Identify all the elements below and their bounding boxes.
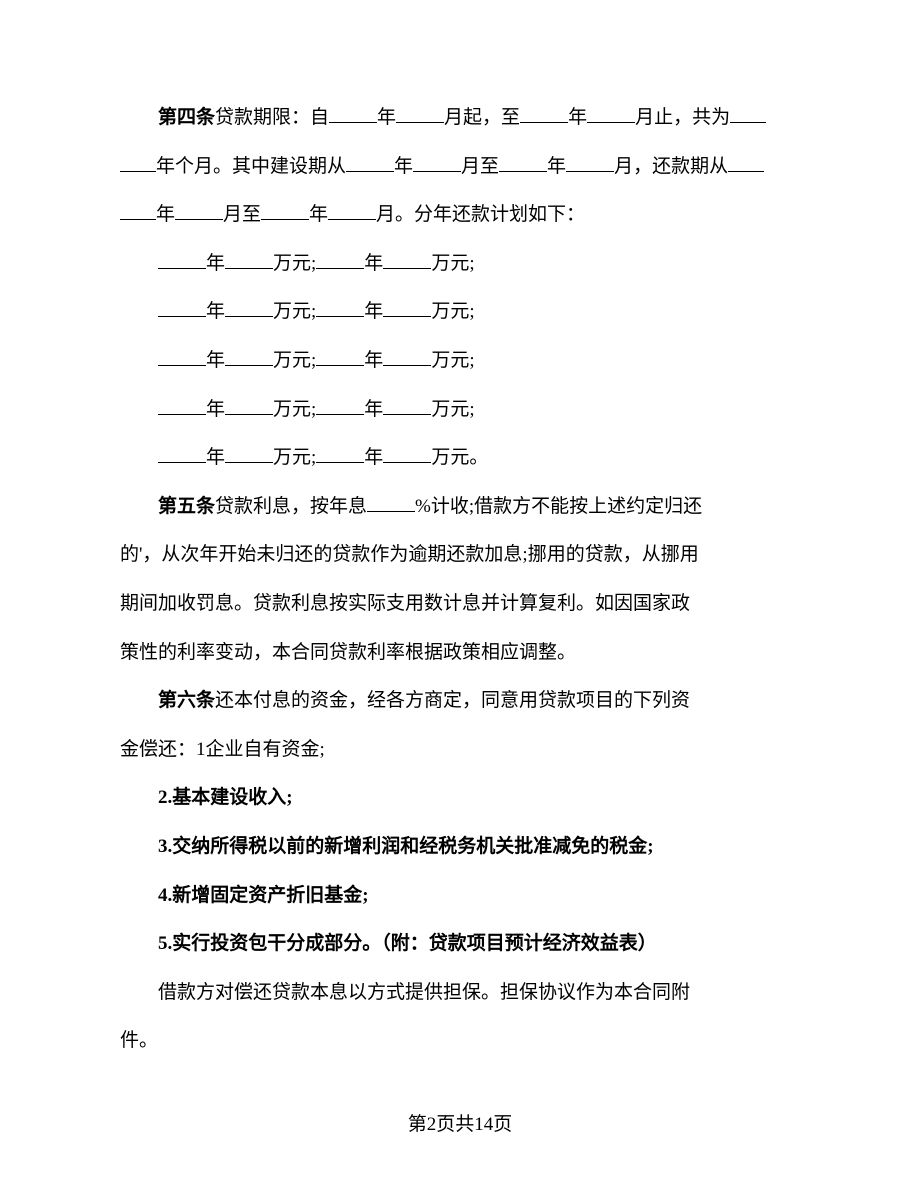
r-year: 年 — [206, 350, 225, 371]
r-year: 年 — [206, 253, 225, 274]
blank-field — [158, 365, 206, 366]
a5-l1-p1: 贷款利息，按年息 — [215, 496, 367, 517]
a4-l3-month-to: 月至 — [223, 204, 261, 225]
blank-field — [316, 268, 364, 269]
blank-field — [158, 414, 206, 415]
r-wan: 万元; — [273, 301, 316, 322]
blank-field — [225, 365, 273, 366]
a4-l2-year: 年 — [394, 156, 413, 177]
article-4-line-1: 第四条贷款期限：自 年 月起，至 年 月止，共为 — [120, 95, 800, 141]
article-6-heading: 第六条 — [158, 690, 215, 711]
blank-field — [120, 171, 156, 172]
blank-field — [225, 462, 273, 463]
a4-l3-month-plan: 月。分年还款计划如下： — [376, 204, 585, 225]
a6-l1-p1: 还本付息的资金，经各方商定，同意用贷款项目的下列资 — [215, 690, 690, 711]
article-5-line-4: 策性的利率变动，本合同贷款利率根据政策相应调整。 — [120, 630, 800, 676]
repay-line-2: 年 万元; 年 万元; — [120, 289, 800, 335]
a4-month-to: 月止，共为 — [635, 107, 730, 128]
page-content: 第四条贷款期限：自年月起，至年月止，共为 年个月。其中建设期从年月至年月，还款期… — [0, 0, 920, 1127]
a4-l2-year2: 年 — [547, 156, 566, 177]
r-year2: 年 — [364, 301, 383, 322]
a5-l1-p2: %计收;借款方不能按上述约定归还 — [415, 496, 702, 517]
page-footer: 第2页共14页 — [0, 1109, 920, 1136]
blank-field — [383, 316, 431, 317]
r-wan-semi: 万元; — [431, 350, 474, 371]
repay-line-3: 年 万元; 年 万元; — [120, 338, 800, 384]
blank-field — [367, 511, 415, 512]
a4-text-1: 贷款期限：自 — [215, 107, 329, 128]
blank-field — [346, 171, 394, 172]
a4-l2-month-to: 月至 — [461, 156, 499, 177]
r-year2: 年 — [364, 350, 383, 371]
a4-year-1: 年 — [377, 107, 396, 128]
blank-field — [499, 171, 547, 172]
item-2: 2.基本建设收入; — [120, 775, 800, 821]
r-year: 年 — [206, 447, 225, 468]
r-wan-semi: 万元; — [431, 253, 474, 274]
article-5-heading: 第五条 — [158, 496, 215, 517]
blank-field — [225, 316, 273, 317]
repay-line-1: 年 万元; 年 万元; — [120, 241, 800, 287]
blank-field — [225, 268, 273, 269]
article-5-line-2: 的'，从次年开始未归还的贷款作为逾期还款加息;挪用的贷款，从挪用 — [120, 532, 800, 578]
r-wan-semi: 万元; — [431, 301, 474, 322]
r-wan: 万元; — [273, 253, 316, 274]
blank-field — [383, 414, 431, 415]
tail-line-2: 件。 — [120, 1018, 800, 1064]
r-year2: 年 — [364, 399, 383, 420]
blank-field — [158, 316, 206, 317]
repay-line-5: 年 万元; 年 万元。 — [120, 435, 800, 481]
blank-field — [316, 414, 364, 415]
a4-l3-year: 年 — [156, 204, 175, 225]
repay-line-4: 年 万元; 年 万元; — [120, 387, 800, 433]
a4-year-2: 年 — [568, 107, 587, 128]
a4-l2-month-repay: 月，还款期从 — [614, 156, 728, 177]
r-year: 年 — [206, 301, 225, 322]
blank-field — [328, 219, 376, 220]
article-4-line-2: 年个月。其中建设期从 年 月至 年 月，还款期从 — [120, 144, 800, 190]
blank-field — [587, 122, 635, 123]
blank-field — [383, 268, 431, 269]
blank-field — [316, 316, 364, 317]
blank-field — [413, 171, 461, 172]
item-4: 4.新增固定资产折旧基金; — [120, 873, 800, 919]
r-wan: 万元; — [273, 350, 316, 371]
blank-field — [728, 171, 764, 172]
blank-field — [261, 219, 309, 220]
article-4-heading: 第四条 — [158, 107, 215, 128]
blank-field — [520, 122, 568, 123]
blank-field — [383, 462, 431, 463]
blank-field — [225, 414, 273, 415]
blank-field — [730, 122, 766, 123]
blank-field — [383, 365, 431, 366]
blank-field — [316, 462, 364, 463]
article-6-line-2: 金偿还：1企业自有资金; — [120, 727, 800, 773]
r-year2: 年 — [364, 253, 383, 274]
blank-field — [566, 171, 614, 172]
a4-month-from: 月起，至 — [444, 107, 520, 128]
r-wan-semi: 万元; — [431, 399, 474, 420]
a4-l3-year2: 年 — [309, 204, 328, 225]
blank-field — [158, 268, 206, 269]
blank-field — [175, 219, 223, 220]
blank-field — [158, 462, 206, 463]
r-wan-end: 万元。 — [431, 447, 488, 468]
tail-line-1: 借款方对偿还贷款本息以方式提供担保。担保协议作为本合同附 — [120, 970, 800, 1016]
blank-field — [316, 365, 364, 366]
r-year2: 年 — [364, 447, 383, 468]
blank-field — [396, 122, 444, 123]
item-5: 5.实行投资包干分成部分。（附：贷款项目预计经济效益表） — [120, 921, 800, 967]
article-6-line-1: 第六条还本付息的资金，经各方商定，同意用贷款项目的下列资 — [120, 678, 800, 724]
r-year: 年 — [206, 399, 225, 420]
blank-field — [120, 219, 156, 220]
r-wan: 万元; — [273, 399, 316, 420]
item-3: 3.交纳所得税以前的新增利润和经税务机关批准减免的税金; — [120, 824, 800, 870]
article-5-line-3: 期间加收罚息。贷款利息按实际支用数计息并计算复利。如因国家政 — [120, 581, 800, 627]
article-5-line-1: 第五条贷款利息，按年息 %计收;借款方不能按上述约定归还 — [120, 484, 800, 530]
a4-l2-part1: 年个月。其中建设期从 — [156, 156, 346, 177]
blank-field — [329, 122, 377, 123]
article-4-line-3: 年 月至 年 月。分年还款计划如下： — [120, 192, 800, 238]
r-wan: 万元; — [273, 447, 316, 468]
